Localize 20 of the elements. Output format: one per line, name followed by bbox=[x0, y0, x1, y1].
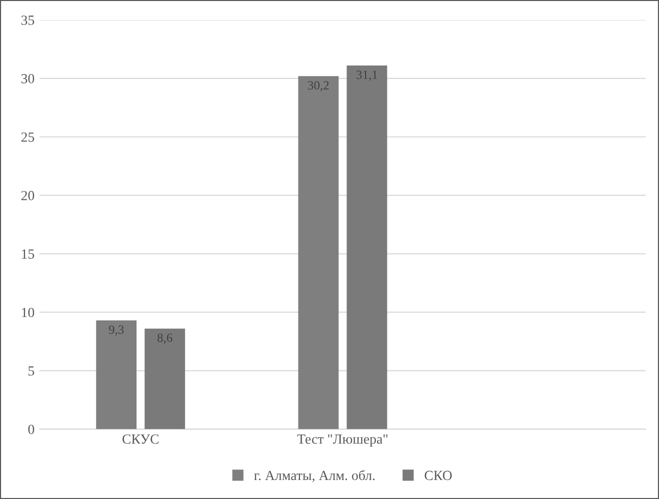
y-tick-label: 10 bbox=[22, 308, 34, 318]
x-tick-label: Тест "Люшера" bbox=[297, 434, 388, 447]
data-label: 31,1 bbox=[356, 70, 378, 81]
legend-label: г. Алматы, Алм. обл. bbox=[254, 470, 375, 482]
legend-label: СКО bbox=[424, 470, 452, 480]
bar bbox=[298, 76, 339, 430]
y-tick-label: 20 bbox=[21, 190, 34, 200]
bar bbox=[96, 320, 137, 430]
data-label: 9,3 bbox=[108, 325, 124, 336]
bar bbox=[144, 328, 186, 430]
y-tick-label: 15 bbox=[22, 249, 34, 259]
bar bbox=[346, 66, 388, 430]
y-tick-label: 30 bbox=[21, 74, 34, 84]
y-tick-label: 5 bbox=[28, 366, 34, 376]
y-tick-label: 35 bbox=[21, 16, 34, 25]
data-label: 8,6 bbox=[158, 334, 172, 344]
x-tick-label: СКУС bbox=[122, 434, 158, 444]
y-tick-label: 0 bbox=[28, 424, 34, 434]
data-label: 30,2 bbox=[308, 81, 329, 92]
y-tick-label: 25 bbox=[21, 132, 34, 142]
